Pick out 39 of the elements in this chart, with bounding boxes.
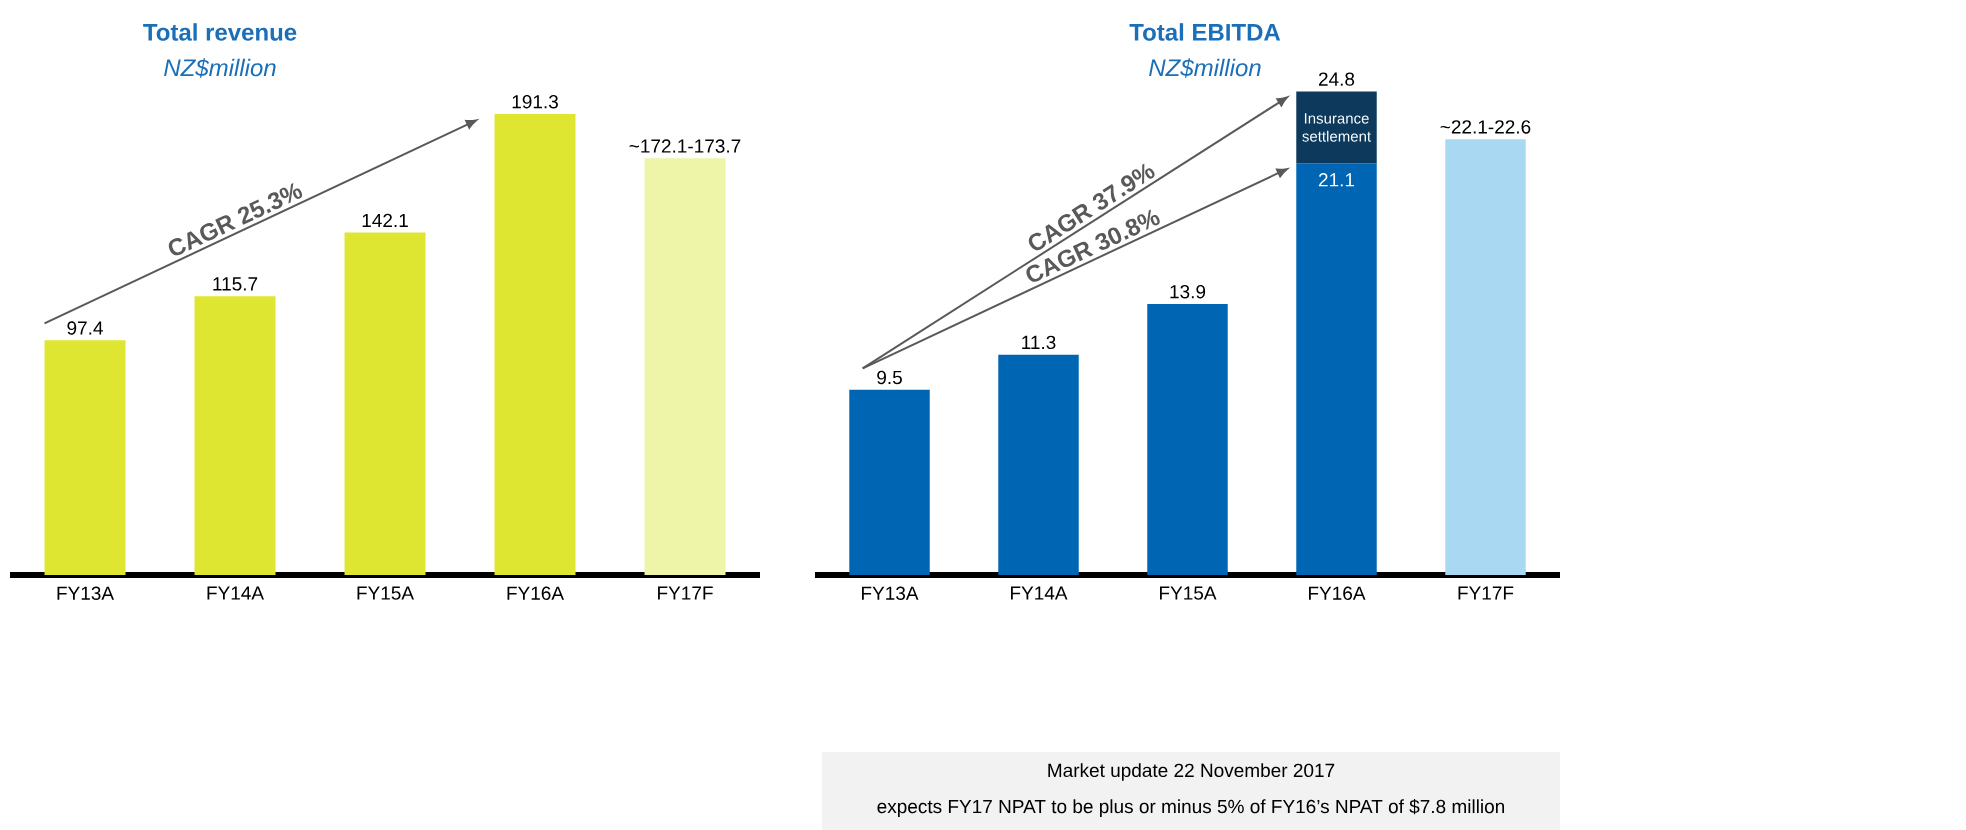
- chart-title: Total EBITDA: [1129, 23, 1281, 41]
- bar: [849, 389, 930, 575]
- text: expects FY17 NPAT to be plus or minus 5% of FY16’s NPAT of $7.8 million: [877, 798, 1505, 817]
- x-tick-label: FY16A: [507, 586, 565, 600]
- data-label: 191.3: [512, 94, 558, 109]
- x-tick-label: FY14A: [207, 586, 265, 600]
- chart-subtitle: NZ$million: [164, 58, 276, 78]
- text: Market update 22 November 2017: [1048, 763, 1335, 781]
- chart-title: Total revenue: [143, 23, 297, 41]
- bar: [644, 158, 726, 575]
- bar: [1147, 303, 1228, 575]
- x-tick-label: FY15A: [1160, 586, 1217, 600]
- bar: [1296, 163, 1377, 575]
- x-tick-label: FY15A: [357, 586, 415, 600]
- bar: [344, 232, 426, 575]
- x-tick-label: FY17F: [1458, 586, 1514, 600]
- bar: [1445, 139, 1526, 575]
- data-label: 97.4: [67, 321, 103, 335]
- bar: [1296, 91, 1377, 164]
- chart-subtitle: NZ$million: [1149, 58, 1261, 78]
- data-label: 21.1: [1318, 173, 1355, 187]
- data-label: 13.9: [1170, 284, 1206, 299]
- bar: [194, 296, 276, 575]
- data-label: 9.5: [877, 370, 902, 385]
- x-tick-label: FY17F: [658, 586, 713, 600]
- data-label: ~22.1-22.6: [1440, 120, 1531, 134]
- bar: [494, 113, 576, 575]
- data-label: 142.1: [362, 213, 408, 227]
- data-label: ~172.1-173.7: [629, 139, 741, 153]
- x-tick-label: FY13A: [57, 586, 115, 600]
- x-tick-label: FY16A: [1309, 586, 1366, 600]
- x-tick-label: FY13A: [862, 586, 919, 600]
- bar: [44, 340, 126, 575]
- series-label: Insurance settlement: [1302, 113, 1371, 142]
- x-tick-label: FY14A: [1011, 586, 1068, 600]
- total-label: 24.8: [1318, 72, 1355, 86]
- data-label: 115.7: [213, 277, 258, 291]
- data-label: 11.3: [1022, 335, 1056, 350]
- bar: [998, 354, 1079, 575]
